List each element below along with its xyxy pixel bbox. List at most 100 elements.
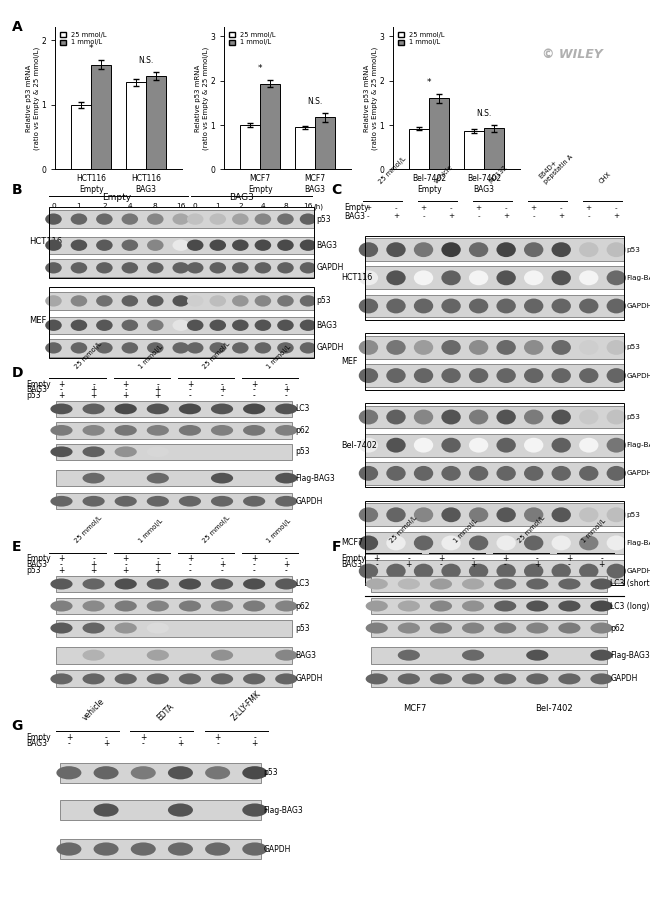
Ellipse shape: [209, 295, 226, 307]
Ellipse shape: [441, 299, 461, 313]
Text: +: +: [177, 739, 184, 748]
Bar: [56, 422, 292, 439]
Text: -: -: [375, 560, 378, 569]
Ellipse shape: [359, 536, 378, 551]
Ellipse shape: [255, 213, 271, 224]
Bar: [365, 504, 624, 526]
Ellipse shape: [524, 507, 543, 522]
Ellipse shape: [590, 601, 612, 612]
Ellipse shape: [147, 649, 169, 660]
Bar: [410, 128, 429, 169]
Text: +: +: [534, 560, 541, 569]
Ellipse shape: [275, 425, 297, 436]
Ellipse shape: [147, 579, 169, 590]
Bar: [365, 531, 624, 554]
Ellipse shape: [606, 242, 626, 257]
Ellipse shape: [232, 343, 248, 354]
Ellipse shape: [187, 240, 203, 251]
Ellipse shape: [366, 673, 388, 684]
Ellipse shape: [187, 213, 203, 224]
Ellipse shape: [232, 295, 248, 307]
Ellipse shape: [172, 240, 189, 251]
Ellipse shape: [414, 536, 433, 551]
Text: Empty: Empty: [26, 554, 51, 563]
Ellipse shape: [147, 262, 164, 274]
Ellipse shape: [359, 242, 378, 257]
Text: Empty: Empty: [26, 733, 51, 742]
Ellipse shape: [579, 536, 599, 551]
Bar: [370, 671, 607, 687]
Text: F: F: [332, 540, 341, 554]
Ellipse shape: [114, 425, 136, 436]
Bar: [464, 131, 484, 169]
Text: -: -: [253, 386, 255, 395]
Text: -: -: [105, 733, 107, 742]
Ellipse shape: [147, 240, 164, 251]
Text: -: -: [450, 205, 452, 211]
Ellipse shape: [172, 295, 189, 307]
Text: Empty: Empty: [344, 203, 369, 213]
Ellipse shape: [300, 262, 317, 274]
Ellipse shape: [441, 536, 461, 551]
Ellipse shape: [300, 213, 317, 224]
Text: Flag-BAG3: Flag-BAG3: [295, 474, 335, 483]
Ellipse shape: [243, 601, 265, 612]
Bar: [56, 597, 292, 615]
Ellipse shape: [524, 438, 543, 453]
Text: BAG3: BAG3: [341, 560, 362, 569]
Text: Empty: Empty: [103, 193, 132, 202]
Text: Flag-BAG3: Flag-BAG3: [626, 442, 650, 448]
Text: GAPDH: GAPDH: [626, 303, 650, 309]
Text: -: -: [157, 379, 159, 388]
Text: -: -: [179, 733, 182, 742]
Ellipse shape: [606, 466, 626, 481]
Text: 2: 2: [102, 203, 107, 210]
Bar: [56, 400, 292, 417]
Text: LC3 (short): LC3 (short): [610, 580, 650, 588]
Ellipse shape: [386, 299, 406, 313]
Text: -: -: [285, 391, 288, 400]
Ellipse shape: [462, 579, 484, 590]
Ellipse shape: [398, 579, 420, 590]
Text: 0: 0: [193, 203, 198, 210]
Text: BAG3: BAG3: [317, 321, 338, 330]
Ellipse shape: [524, 563, 543, 579]
Ellipse shape: [386, 563, 406, 579]
Ellipse shape: [243, 673, 265, 684]
Ellipse shape: [606, 368, 626, 383]
Bar: [56, 443, 292, 460]
Ellipse shape: [71, 295, 87, 307]
Text: 1 mmol/L: 1 mmol/L: [138, 518, 164, 544]
Ellipse shape: [172, 320, 189, 331]
Ellipse shape: [147, 425, 169, 436]
Text: +: +: [122, 554, 129, 563]
Ellipse shape: [83, 425, 105, 436]
Ellipse shape: [414, 409, 433, 424]
Text: -: -: [285, 566, 288, 575]
Ellipse shape: [366, 623, 388, 634]
Text: HCT116: HCT116: [341, 273, 372, 282]
Ellipse shape: [255, 320, 271, 331]
Text: GAPDH: GAPDH: [295, 674, 322, 683]
Ellipse shape: [469, 563, 488, 579]
Text: N.S.: N.S.: [138, 56, 154, 65]
Text: +: +: [58, 391, 65, 400]
Ellipse shape: [552, 270, 571, 285]
Text: 25 mmol/L: 25 mmol/L: [378, 156, 408, 185]
Text: 0: 0: [51, 203, 56, 210]
Text: 1 mmol/L: 1 mmol/L: [453, 518, 479, 544]
Text: -: -: [504, 560, 506, 569]
Text: LC3: LC3: [295, 580, 309, 588]
Ellipse shape: [414, 299, 433, 313]
Ellipse shape: [46, 213, 62, 224]
Ellipse shape: [211, 404, 233, 414]
Ellipse shape: [359, 466, 378, 481]
Text: BAG3: BAG3: [295, 650, 316, 660]
Bar: [49, 259, 314, 277]
Ellipse shape: [243, 404, 265, 414]
Ellipse shape: [131, 766, 156, 780]
Ellipse shape: [579, 242, 599, 257]
Bar: [484, 128, 504, 169]
Ellipse shape: [526, 649, 549, 660]
Ellipse shape: [275, 496, 297, 507]
